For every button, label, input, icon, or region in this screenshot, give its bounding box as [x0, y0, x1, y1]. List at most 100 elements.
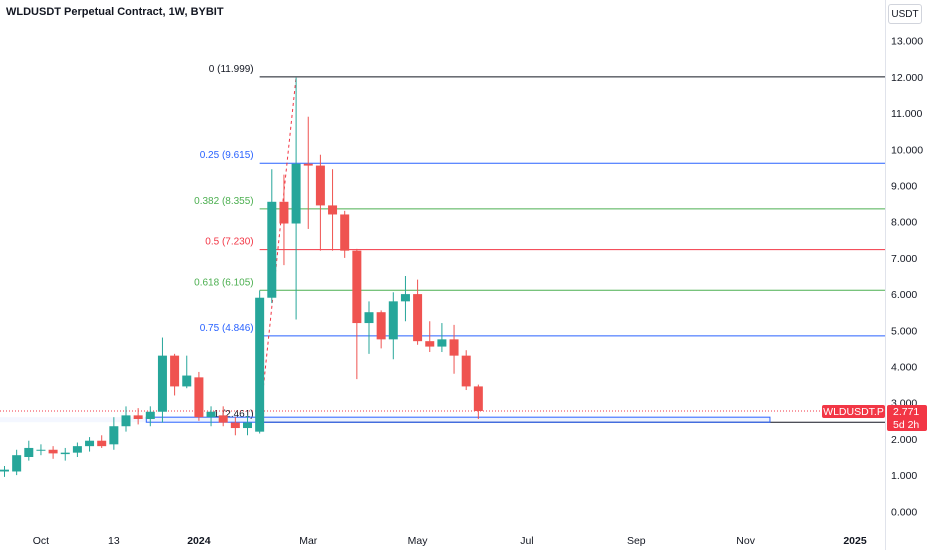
candle	[376, 310, 386, 349]
symbol-tag-text: WLDUSDT.P	[823, 406, 884, 418]
candle	[85, 437, 95, 452]
fib-level-label: 1 (2.461)	[214, 409, 254, 420]
candle	[400, 276, 410, 322]
candle-body	[315, 165, 325, 206]
candle-body	[145, 411, 155, 419]
y-tick-label: 4.000	[891, 362, 917, 374]
candle	[315, 154, 325, 251]
candle	[328, 169, 338, 251]
candle	[425, 321, 435, 353]
candle	[303, 116, 313, 229]
candle-body	[461, 355, 471, 387]
candle-body	[449, 339, 459, 356]
y-tick-label: 7.000	[891, 253, 917, 265]
candle-body	[279, 201, 289, 224]
candle-body	[206, 411, 216, 418]
fib-trend-line	[259, 76, 297, 423]
y-tick-label: 11.000	[891, 108, 922, 120]
candle	[109, 417, 119, 450]
candle-body	[182, 375, 192, 387]
y-tick-label: 5.000	[891, 325, 917, 337]
candle	[72, 442, 82, 457]
candle-body	[413, 294, 423, 342]
candles	[0, 77, 483, 477]
candle	[291, 77, 301, 320]
candle-body	[340, 214, 350, 251]
candle	[182, 355, 192, 389]
candle-body	[170, 355, 180, 387]
candle	[267, 169, 277, 304]
candle	[437, 323, 447, 353]
candle-body	[0, 469, 9, 472]
chart-title: WLDUSDT Perpetual Contract, 1W, BYBIT	[6, 6, 224, 18]
time-axis[interactable]: Oct 13 2024 Mar May Jul Sep Nov 2025	[33, 535, 867, 547]
candle	[0, 466, 9, 477]
candle-body	[328, 205, 338, 215]
candle	[48, 446, 58, 459]
fib-level-label: 0.618 (6.105)	[194, 277, 254, 288]
candle	[218, 406, 228, 427]
candle-body	[12, 455, 22, 472]
currency-button[interactable]: USDT	[888, 4, 922, 24]
range-box	[145, 416, 771, 423]
x-tick-label: 2024	[187, 535, 211, 547]
candle	[352, 248, 362, 380]
candle	[206, 406, 216, 427]
candle	[121, 406, 131, 432]
x-tick-label: 13	[108, 535, 120, 547]
candle	[97, 435, 107, 448]
candle-body	[388, 301, 398, 340]
candle-body	[230, 422, 240, 429]
candle-body	[255, 297, 265, 432]
price-range-box[interactable]	[0, 416, 771, 423]
candle	[60, 447, 70, 461]
candle-body	[109, 426, 119, 445]
x-tick-label: Sep	[627, 535, 646, 547]
candle	[388, 292, 398, 360]
candle	[255, 290, 265, 434]
candle	[170, 353, 180, 396]
candle	[461, 350, 471, 391]
y-tick-label: 13.000	[891, 36, 923, 48]
candle	[473, 384, 483, 419]
candle-body	[425, 341, 435, 347]
y-tick-label: 6.000	[891, 289, 917, 301]
candle-body	[243, 422, 252, 429]
candle-body	[194, 377, 204, 418]
fib-level-label: 0.5 (7.230)	[205, 237, 253, 248]
candle-body	[352, 250, 362, 324]
y-tick-label: 1.000	[891, 470, 917, 482]
price-axis[interactable]: 0.0001.0002.0003.0004.0005.0006.0007.000…	[891, 36, 923, 519]
y-tick-label: 9.000	[891, 181, 917, 193]
candle-body	[121, 415, 131, 427]
y-tick-label: 2.000	[891, 434, 917, 446]
candle	[243, 415, 252, 436]
candle	[194, 371, 204, 421]
candle-body	[400, 294, 410, 302]
symbol-tag	[822, 404, 885, 418]
candle	[413, 279, 423, 345]
fib-retracement[interactable]: 0 (11.999) 0.25 (9.615) 0.382 (8.355) 0.5 (…	[0, 64, 885, 423]
candle-body	[133, 415, 143, 419]
fib-level-label: 0 (11.999)	[209, 64, 254, 75]
candle	[24, 440, 34, 461]
candle-body	[376, 312, 386, 340]
range-box-extension	[0, 417, 147, 423]
candle	[12, 449, 22, 476]
y-tick-label: 8.000	[891, 217, 917, 229]
y-tick-label: 10.000	[891, 144, 923, 156]
candle	[157, 337, 167, 423]
price-tag-countdown: 5d 2h	[893, 419, 919, 431]
candle	[449, 324, 459, 374]
x-tick-label: 2025	[843, 535, 867, 547]
candle-body	[218, 415, 228, 423]
candle-body	[24, 447, 34, 457]
candle-body	[473, 386, 483, 412]
candle-body	[291, 163, 301, 224]
candle-body	[48, 449, 58, 454]
y-tick-label: 12.000	[891, 72, 923, 84]
y-tick-label: 0.000	[891, 506, 917, 518]
price-tag	[887, 404, 927, 431]
